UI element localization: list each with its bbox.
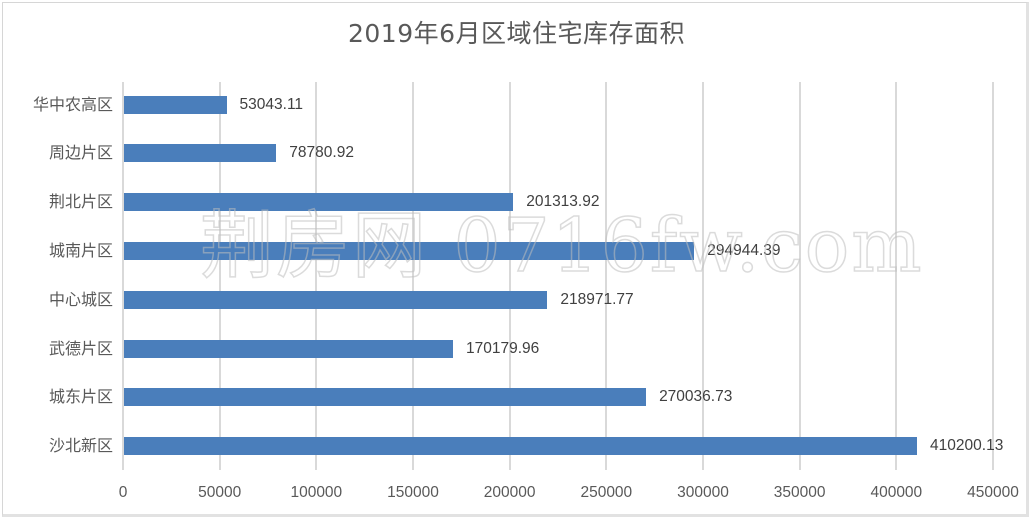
category-label: 周边片区 (48, 143, 113, 163)
bar (124, 241, 695, 260)
category-label: 城东片区 (48, 387, 113, 407)
x-tick-label: 250000 (580, 484, 633, 501)
chart-title: 2019年6月区域住宅库存面积 (347, 19, 686, 48)
bar (124, 339, 453, 358)
bar (124, 437, 918, 456)
data-label: 170179.96 (466, 339, 540, 357)
x-tick-label: 400000 (870, 484, 923, 501)
x-tick-label: 150000 (387, 484, 439, 501)
bar (124, 193, 514, 212)
category-label: 沙北新区 (48, 436, 113, 456)
data-label: 53043.11 (239, 95, 304, 113)
gridline (122, 82, 124, 470)
gridline (412, 82, 414, 470)
data-label: 410200.13 (930, 437, 1004, 455)
x-tick-label: 450000 (967, 484, 1019, 501)
x-tick-label: 100000 (290, 484, 343, 501)
data-label: 201313.92 (526, 193, 600, 211)
x-tick-label: 50000 (198, 484, 242, 501)
gridline (992, 82, 994, 470)
gridline (895, 82, 898, 470)
data-label: 218971.77 (560, 290, 634, 308)
category-label: 中心城区 (48, 289, 113, 309)
category-label: 荆北片区 (48, 192, 113, 212)
data-label: 294944.39 (707, 241, 781, 259)
bar (124, 388, 647, 407)
gridline (605, 82, 608, 470)
x-tick-label: 0 (118, 484, 128, 501)
category-label: 华中农高区 (32, 94, 113, 114)
gridline (508, 82, 511, 470)
data-label: 270036.73 (659, 388, 733, 406)
gridline (702, 82, 704, 470)
bar (124, 95, 227, 114)
gridline (218, 82, 221, 470)
x-tick-label: 300000 (677, 484, 729, 501)
category-label: 城南片区 (48, 240, 113, 260)
x-tick-label: 200000 (483, 484, 536, 501)
data-label: 78780.92 (289, 144, 354, 162)
x-tick-label: 350000 (773, 484, 826, 501)
bar (124, 290, 548, 309)
bar (124, 144, 277, 163)
category-label: 武德片区 (48, 338, 113, 358)
gridline (798, 82, 801, 470)
gridline (315, 82, 318, 470)
